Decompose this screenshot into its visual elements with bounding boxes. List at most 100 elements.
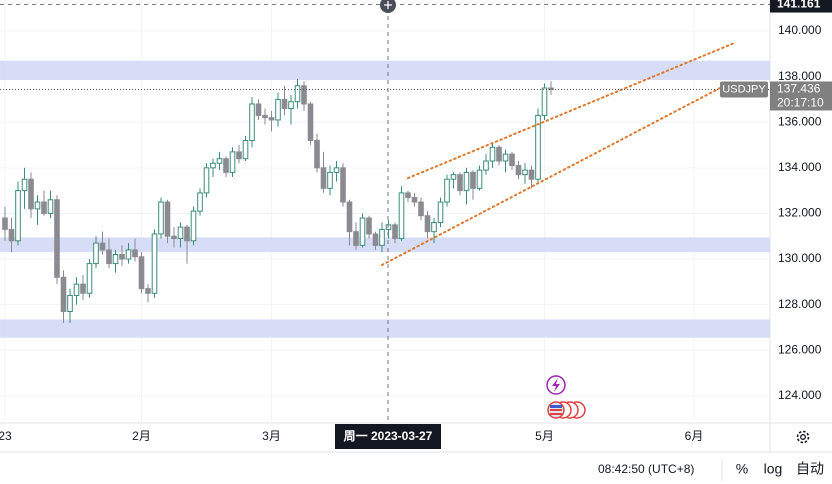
status-button[interactable]: 自动 bbox=[796, 461, 824, 477]
status-time: 08:42:50 (UTC+8) bbox=[598, 462, 694, 476]
status-button[interactable]: log bbox=[764, 461, 783, 477]
y-tick-label: 140.000 bbox=[778, 23, 822, 37]
candle-body bbox=[138, 256, 145, 290]
crosshair-date-label: 周一 2023-03-27 bbox=[344, 429, 433, 443]
y-tick-label: 124.000 bbox=[778, 388, 822, 402]
candle-body bbox=[93, 242, 99, 265]
candle-body bbox=[366, 217, 372, 235]
candle-body bbox=[333, 167, 340, 173]
candle-body bbox=[47, 199, 54, 214]
candle-body bbox=[340, 167, 346, 203]
candle-body bbox=[431, 222, 437, 233]
candle-body bbox=[158, 201, 164, 235]
candle-body bbox=[80, 283, 86, 294]
candle-body bbox=[73, 283, 80, 297]
candle-body bbox=[106, 249, 112, 265]
candle-body bbox=[522, 169, 528, 176]
candle-body bbox=[216, 158, 223, 164]
candle-body bbox=[28, 178, 34, 210]
candle-body bbox=[223, 158, 229, 173]
y-tick-label: 132.000 bbox=[778, 206, 822, 220]
candle-body bbox=[392, 224, 398, 240]
y-tick-label: 134.000 bbox=[778, 160, 822, 174]
candle-body bbox=[54, 199, 60, 278]
candle-body bbox=[86, 263, 93, 294]
candle-body bbox=[307, 103, 314, 141]
candle-body bbox=[171, 235, 177, 240]
event-icons[interactable] bbox=[546, 375, 586, 419]
candle-body bbox=[502, 153, 509, 162]
candle-body bbox=[145, 288, 151, 294]
candle-body bbox=[314, 139, 320, 169]
candle-body bbox=[528, 169, 535, 180]
y-tick-label: 128.000 bbox=[778, 297, 822, 311]
candle-body bbox=[450, 174, 457, 180]
countdown: 20:17:10 bbox=[777, 96, 824, 110]
zone bbox=[0, 60, 770, 81]
symbol-box bbox=[720, 81, 768, 98]
candle-body bbox=[262, 114, 268, 119]
candle-body bbox=[132, 249, 138, 258]
candle-body bbox=[151, 233, 158, 294]
candle-body bbox=[548, 87, 554, 90]
status-button[interactable]: % bbox=[736, 461, 748, 477]
candle-body bbox=[2, 217, 8, 230]
x-tick-label: 23 bbox=[0, 429, 12, 443]
candle-body bbox=[463, 171, 470, 192]
candle-body bbox=[294, 85, 301, 103]
candle-body bbox=[398, 192, 405, 240]
candle-body bbox=[60, 276, 67, 312]
candle-body bbox=[21, 178, 28, 192]
candle-body bbox=[457, 174, 463, 192]
candle-body bbox=[112, 253, 119, 265]
flag-part bbox=[550, 409, 562, 411]
candle-body bbox=[99, 242, 106, 251]
x-tick-label: 2月 bbox=[132, 429, 151, 443]
candle-body bbox=[301, 85, 307, 105]
candle-body bbox=[327, 171, 333, 189]
y-tick-label: 136.000 bbox=[778, 114, 822, 128]
candle-body bbox=[515, 165, 522, 176]
candle-body bbox=[275, 98, 281, 121]
candle-body bbox=[268, 117, 275, 121]
crosshair-price-box bbox=[770, 0, 832, 13]
candle-body bbox=[242, 139, 249, 160]
trendline bbox=[381, 87, 721, 266]
candle-body bbox=[34, 201, 41, 210]
candle-body bbox=[236, 151, 242, 160]
candle-body bbox=[346, 201, 353, 233]
candle-body bbox=[476, 169, 483, 189]
x-tick-label: 5月 bbox=[535, 429, 554, 443]
gear-icon[interactable] bbox=[796, 430, 810, 444]
candle-body bbox=[15, 190, 21, 242]
candle-body bbox=[249, 103, 255, 141]
candle-body bbox=[359, 217, 366, 246]
trendline bbox=[407, 42, 734, 180]
candle-body bbox=[229, 151, 236, 173]
candle-body bbox=[8, 228, 15, 242]
flag-part bbox=[550, 413, 562, 415]
candle-body bbox=[470, 171, 476, 189]
candle-body bbox=[489, 146, 496, 162]
candle-body bbox=[190, 210, 197, 242]
candle-body bbox=[418, 201, 424, 217]
candle-body bbox=[320, 167, 327, 189]
y-tick-label: 126.000 bbox=[778, 342, 822, 356]
last-price-box bbox=[770, 81, 832, 111]
candle-body bbox=[197, 192, 203, 212]
candle-body bbox=[372, 233, 379, 246]
y-tick-label: 138.000 bbox=[778, 69, 822, 83]
x-tick-label: 6月 bbox=[685, 429, 704, 443]
candle-body bbox=[535, 114, 541, 180]
gear-ring bbox=[796, 430, 810, 444]
candle-body bbox=[444, 178, 450, 203]
candle-body bbox=[379, 228, 385, 246]
candle-body bbox=[509, 153, 515, 167]
candle-body bbox=[424, 215, 431, 233]
plot-area bbox=[0, 0, 770, 423]
candle-body bbox=[353, 231, 359, 246]
last-price-label: 137.436 bbox=[777, 82, 821, 96]
candle-body bbox=[125, 249, 132, 260]
candle-body bbox=[177, 226, 184, 240]
